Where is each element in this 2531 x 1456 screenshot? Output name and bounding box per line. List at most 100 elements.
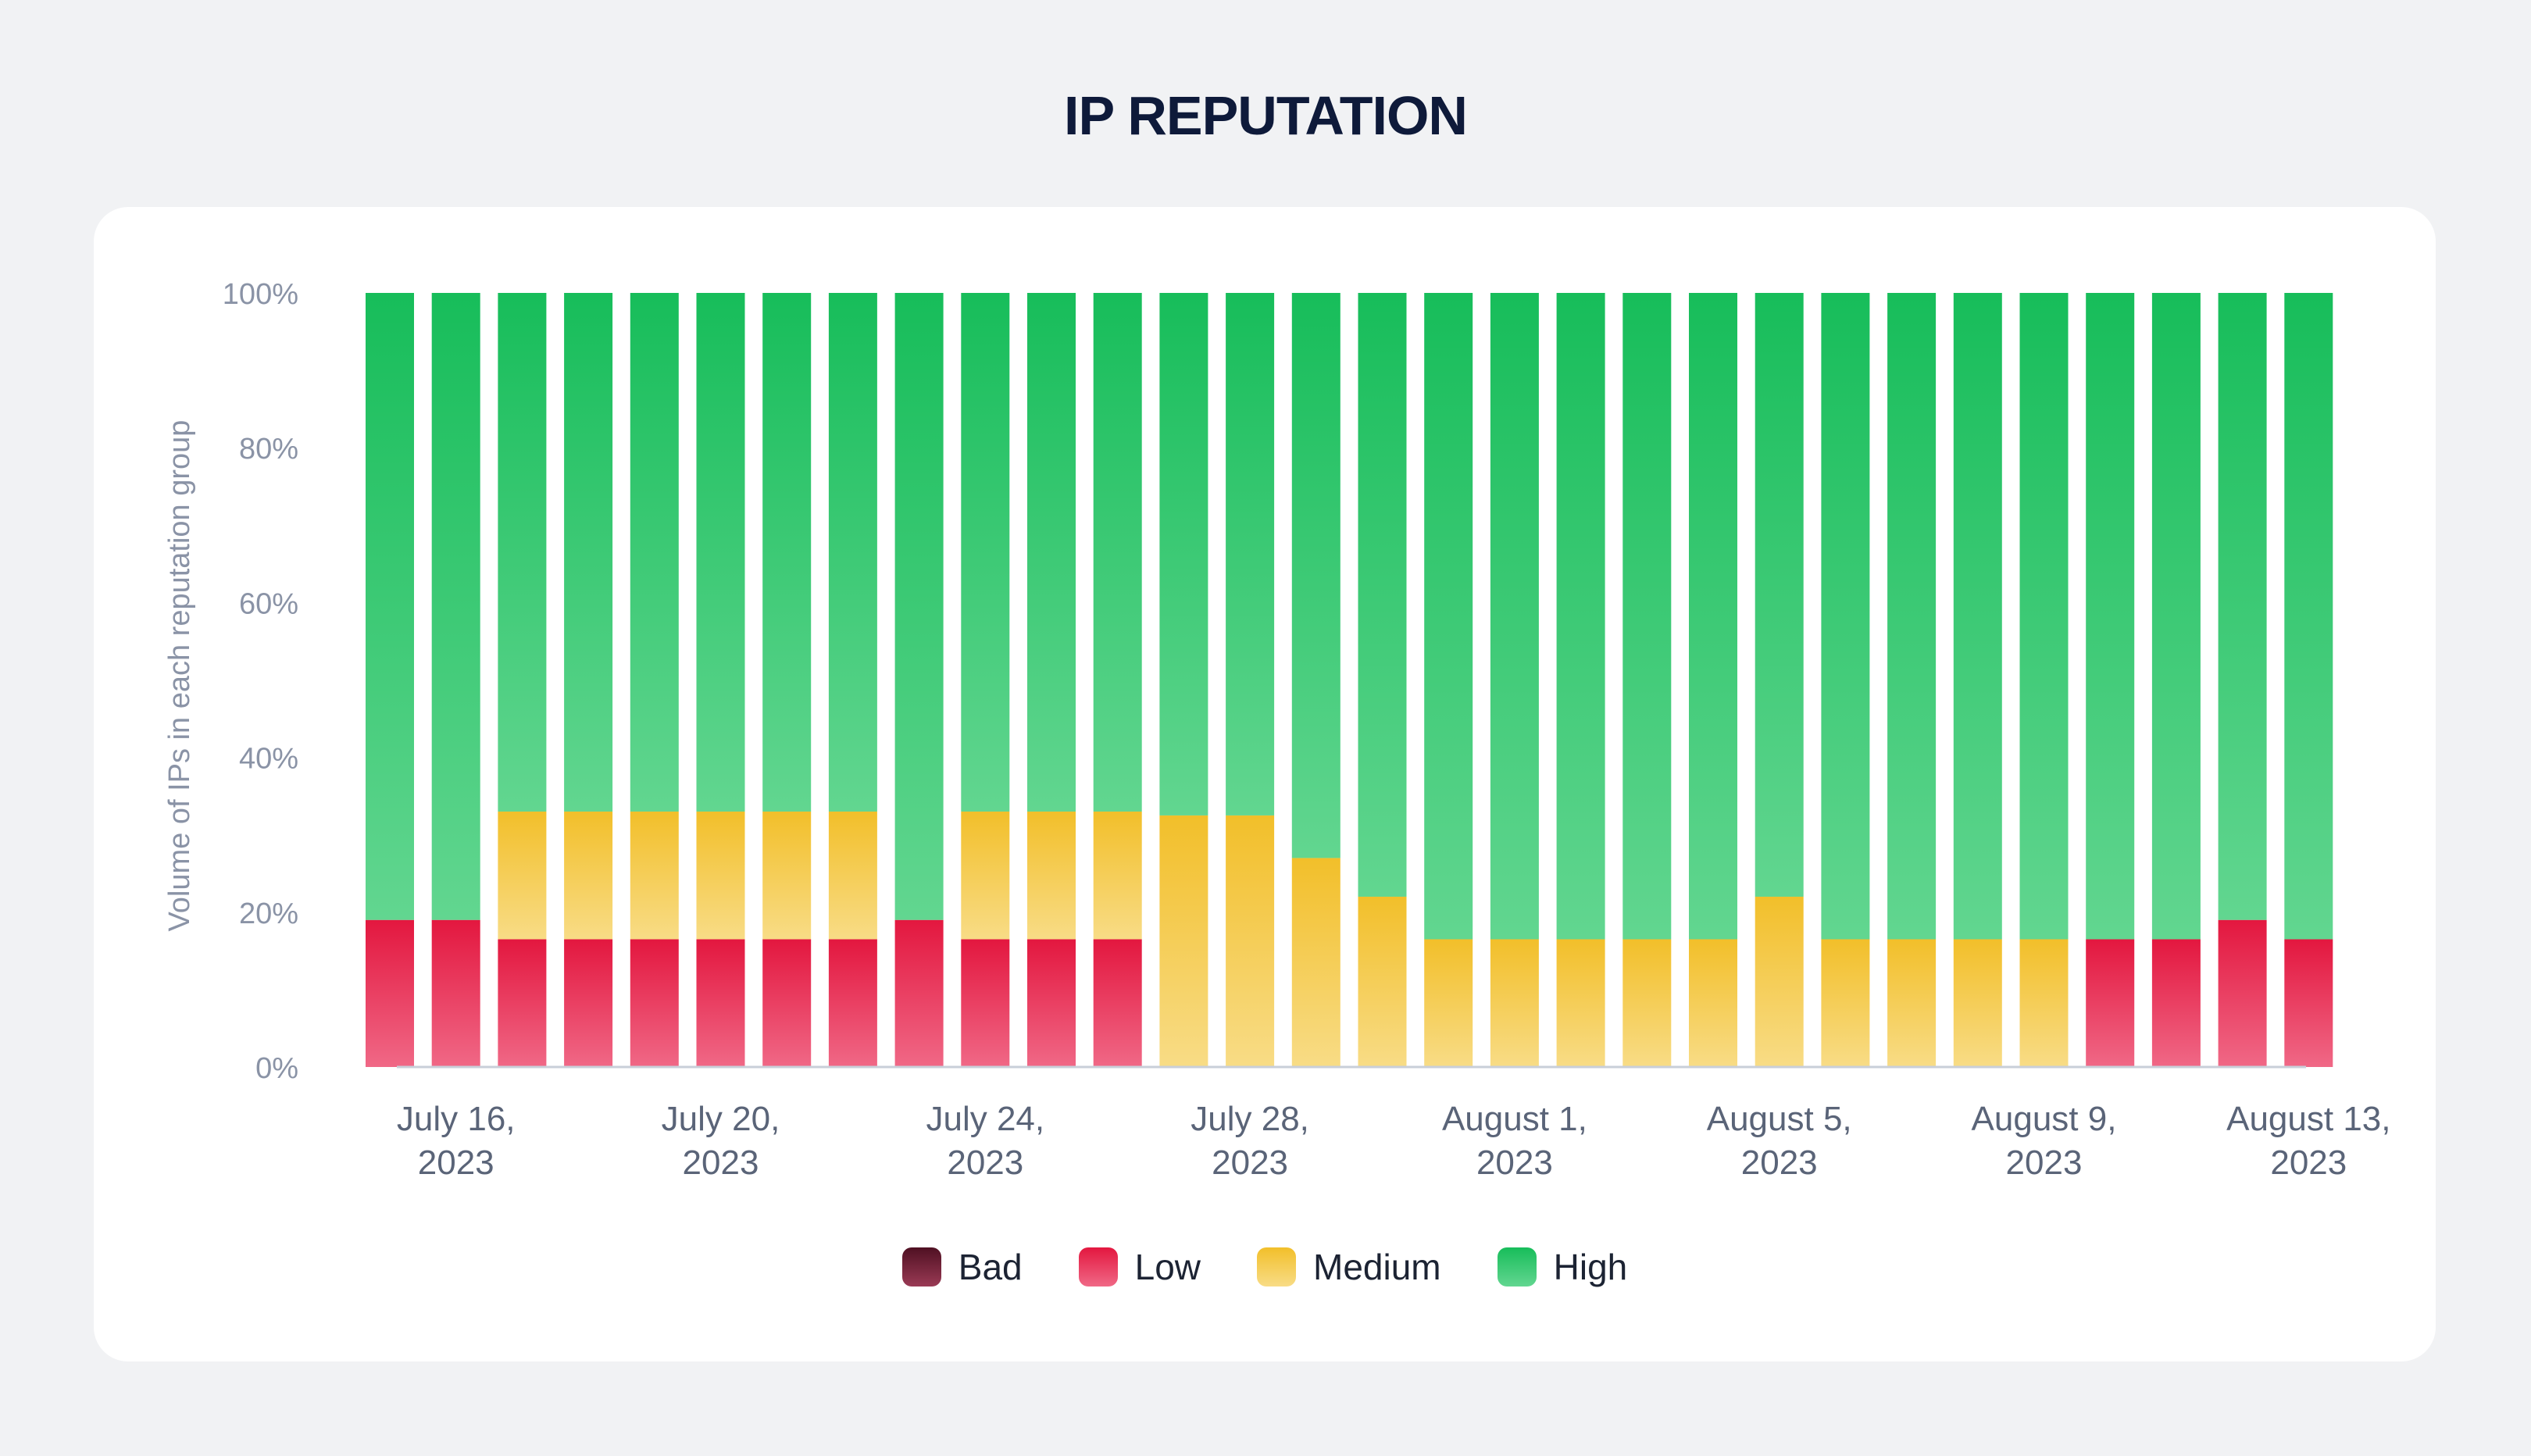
bar-segment-high[interactable] [564, 293, 613, 812]
bar-segment-low[interactable] [2218, 919, 2267, 1067]
bar-segment-low[interactable] [498, 939, 547, 1067]
bar-segment-medium[interactable] [630, 811, 679, 940]
x-tick-label: July 24, 2023 [926, 1100, 1044, 1182]
bar-segment-medium[interactable] [762, 811, 812, 940]
x-tick-label: August 9, 2023 [1972, 1100, 2117, 1182]
bar-segment-high[interactable] [431, 293, 480, 920]
legend-swatch-high [1497, 1247, 1537, 1286]
bar-segment-high[interactable] [1424, 293, 1473, 940]
bar-segment-high[interactable] [894, 293, 944, 920]
bar-segment-low[interactable] [2284, 939, 2333, 1067]
bar-segment-high[interactable] [1689, 293, 1737, 940]
bar-segment-medium[interactable] [1953, 939, 2002, 1067]
bar-segment-high[interactable] [762, 293, 812, 812]
legend-label-low: Low [1134, 1247, 1201, 1287]
legend-swatch-bad [901, 1247, 941, 1286]
bar-segment-high[interactable] [366, 293, 414, 920]
bar-segment-low[interactable] [366, 919, 414, 1067]
x-tick-label: August 13, 2023 [2226, 1100, 2390, 1182]
bar-segment-medium[interactable] [961, 811, 1010, 940]
bar-segment-medium[interactable] [1291, 858, 1340, 1067]
legend-item-bad[interactable]: Bad [901, 1246, 1023, 1288]
bar-segment-high[interactable] [1490, 293, 1539, 940]
y-axis-ticks: 0% 20% 40% 60% 80% 100% [223, 278, 298, 1085]
bar-segment-high[interactable] [1953, 293, 2002, 940]
bars [366, 293, 2333, 1067]
bar-segment-medium[interactable] [828, 811, 877, 940]
bar-segment-medium[interactable] [1424, 939, 1473, 1067]
bar-segment-high[interactable] [961, 293, 1010, 812]
page-title: IP REPUTATION [1064, 85, 1468, 146]
bar-segment-medium[interactable] [1887, 939, 1937, 1067]
bar-segment-low[interactable] [630, 939, 679, 1067]
bar-segment-high[interactable] [1556, 293, 1605, 940]
bar-segment-high[interactable] [2151, 293, 2201, 940]
y-tick-label: 80% [239, 433, 298, 466]
bar-segment-medium[interactable] [1821, 939, 1870, 1067]
bar-segment-high[interactable] [1358, 293, 1407, 897]
bar-segment-high[interactable] [1622, 293, 1672, 940]
x-tick-label: July 20, 2023 [662, 1100, 780, 1182]
legend: Bad Low Medium High [94, 1246, 2436, 1288]
bar-segment-low[interactable] [2151, 939, 2201, 1067]
bar-segment-high[interactable] [630, 293, 679, 812]
bar-segment-high[interactable] [2086, 293, 2135, 940]
x-tick-label: August 1, 2023 [1442, 1100, 1587, 1182]
bar-segment-low[interactable] [828, 939, 877, 1067]
legend-item-medium[interactable]: Medium [1257, 1246, 1441, 1288]
x-axis-ticks: July 16, 2023 July 20, 2023 July 24, 2023 July… [397, 1100, 2391, 1182]
x-tick-label: August 5, 2023 [1707, 1100, 1852, 1182]
bar-segment-high[interactable] [2284, 293, 2333, 940]
y-axis-title: Volume of IPs in each reputation group [163, 420, 196, 932]
bar-segment-low[interactable] [564, 939, 613, 1067]
bar-segment-medium[interactable] [1027, 811, 1076, 940]
bar-segment-high[interactable] [828, 293, 877, 812]
bar-segment-high[interactable] [1159, 293, 1208, 815]
y-tick-label: 20% [239, 898, 298, 930]
bar-segment-low[interactable] [1093, 939, 1142, 1067]
bar-segment-low[interactable] [894, 919, 944, 1067]
bar-segment-low[interactable] [1027, 939, 1076, 1067]
bar-segment-medium[interactable] [1358, 896, 1407, 1067]
legend-swatch-low [1078, 1247, 1118, 1286]
bar-segment-medium[interactable] [1622, 939, 1672, 1067]
bar-segment-high[interactable] [2218, 293, 2267, 920]
bar-segment-high[interactable] [1226, 293, 1275, 815]
bar-segment-high[interactable] [696, 293, 745, 812]
legend-label-bad: Bad [958, 1247, 1023, 1287]
legend-label-medium: Medium [1313, 1247, 1441, 1287]
bar-segment-high[interactable] [1291, 293, 1340, 858]
legend-label-high: High [1553, 1247, 1628, 1287]
bar-segment-low[interactable] [762, 939, 812, 1067]
bar-segment-high[interactable] [1755, 293, 1804, 897]
bar-segment-medium[interactable] [1490, 939, 1539, 1067]
bar-segment-medium[interactable] [1556, 939, 1605, 1067]
legend-item-high[interactable]: High [1497, 1246, 1628, 1288]
bar-segment-medium[interactable] [1689, 939, 1737, 1067]
y-tick-label: 100% [223, 278, 298, 311]
bar-segment-medium[interactable] [498, 811, 547, 940]
bar-segment-medium[interactable] [1093, 811, 1142, 940]
bar-segment-low[interactable] [431, 919, 480, 1067]
bar-segment-medium[interactable] [1755, 896, 1804, 1067]
bar-segment-high[interactable] [1821, 293, 1870, 940]
y-tick-label: 60% [239, 587, 298, 620]
bar-segment-high[interactable] [1887, 293, 1937, 940]
bar-segment-high[interactable] [498, 293, 547, 812]
bar-segment-low[interactable] [961, 939, 1010, 1067]
bar-segment-medium[interactable] [696, 811, 745, 940]
bar-segment-low[interactable] [696, 939, 745, 1067]
x-tick-label: July 28, 2023 [1191, 1100, 1309, 1182]
bar-segment-medium[interactable] [564, 811, 613, 940]
legend-item-low[interactable]: Low [1078, 1246, 1201, 1288]
stacked-bar-chart: Volume of IPs in each reputation group 0… [163, 278, 2391, 1182]
x-tick-label: July 16, 2023 [397, 1100, 516, 1182]
bar-segment-low[interactable] [2086, 939, 2135, 1067]
bar-segment-high[interactable] [1027, 293, 1076, 812]
bar-segment-medium[interactable] [2019, 939, 2069, 1067]
bar-segment-medium[interactable] [1226, 815, 1275, 1067]
bar-segment-high[interactable] [1093, 293, 1142, 812]
y-tick-label: 0% [255, 1052, 298, 1085]
bar-segment-high[interactable] [2019, 293, 2069, 940]
bar-segment-medium[interactable] [1159, 815, 1208, 1067]
